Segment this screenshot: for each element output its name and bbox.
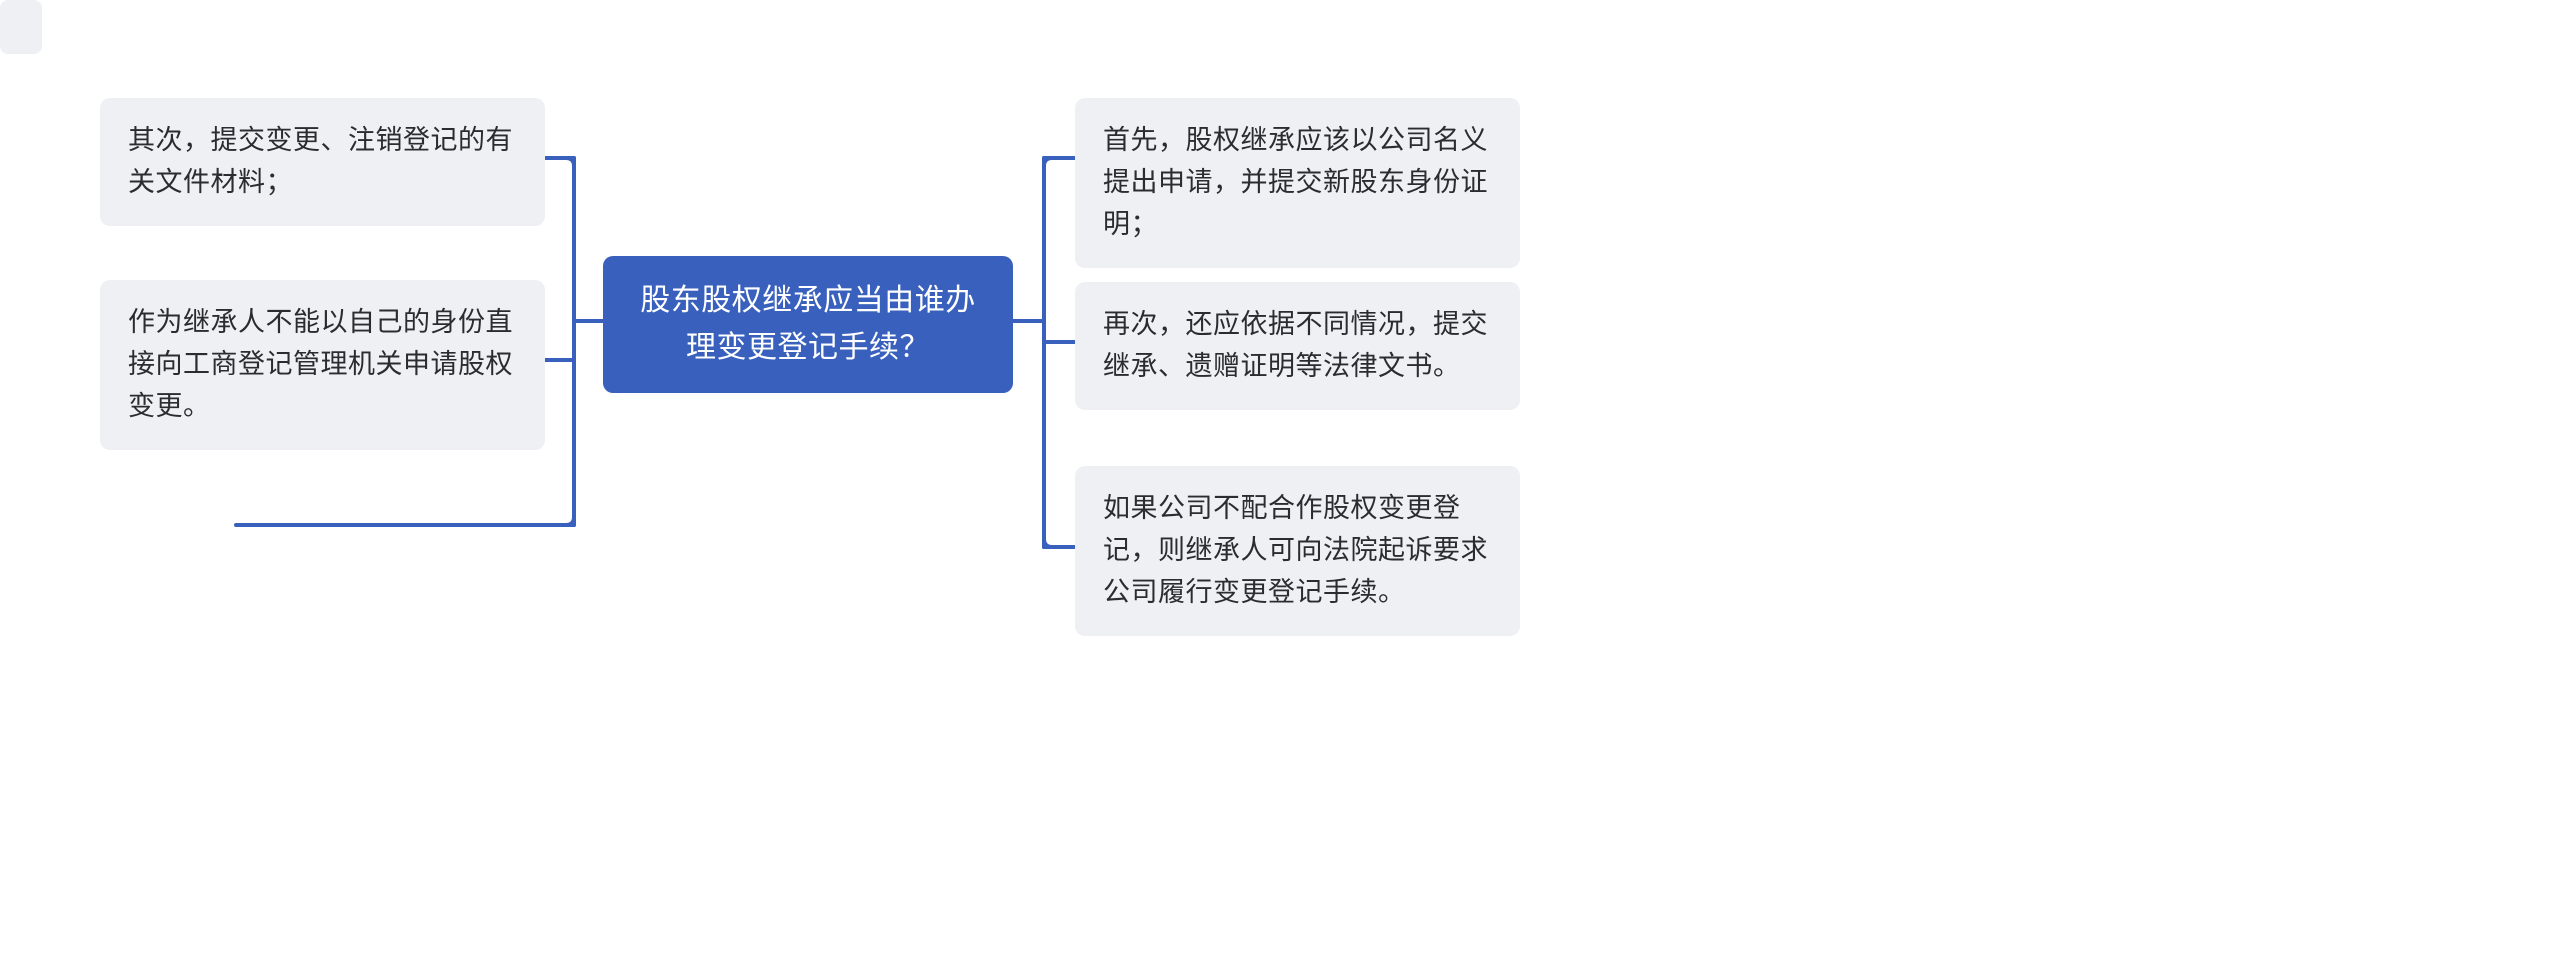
left-leaf-1-text: 作为继承人不能以自己的身份直接向工商登记管理机关申请股权变更。 <box>128 307 513 421</box>
left-stub <box>0 0 42 54</box>
right-leaf-1: 再次，还应依据不同情况，提交继承、遗赠证明等法律文书。 <box>1075 282 1520 410</box>
right-leaf-0: 首先，股权继承应该以公司名义提出申请，并提交新股东身份证明； <box>1075 98 1520 268</box>
left-leaf-1: 作为继承人不能以自己的身份直接向工商登记管理机关申请股权变更。 <box>100 280 545 450</box>
right-leaf-0-text: 首先，股权继承应该以公司名义提出申请，并提交新股东身份证明； <box>1103 125 1488 239</box>
center-node: 股东股权继承应当由谁办理变更登记手续？ <box>603 256 1013 393</box>
center-text: 股东股权继承应当由谁办理变更登记手续？ <box>631 278 985 371</box>
right-leaf-2-text: 如果公司不配合作股权变更登记，则继承人可向法院起诉要求公司履行变更登记手续。 <box>1103 493 1488 607</box>
right-leaf-1-text: 再次，还应依据不同情况，提交继承、遗赠证明等法律文书。 <box>1103 309 1488 381</box>
right-leaf-2: 如果公司不配合作股权变更登记，则继承人可向法院起诉要求公司履行变更登记手续。 <box>1075 466 1520 636</box>
mindmap-canvas: 股东股权继承应当由谁办理变更登记手续？ 其次，提交变更、注销登记的有关文件材料；… <box>0 0 2560 960</box>
left-leaf-0: 其次，提交变更、注销登记的有关文件材料； <box>100 98 545 226</box>
left-leaf-0-text: 其次，提交变更、注销登记的有关文件材料； <box>128 125 513 197</box>
